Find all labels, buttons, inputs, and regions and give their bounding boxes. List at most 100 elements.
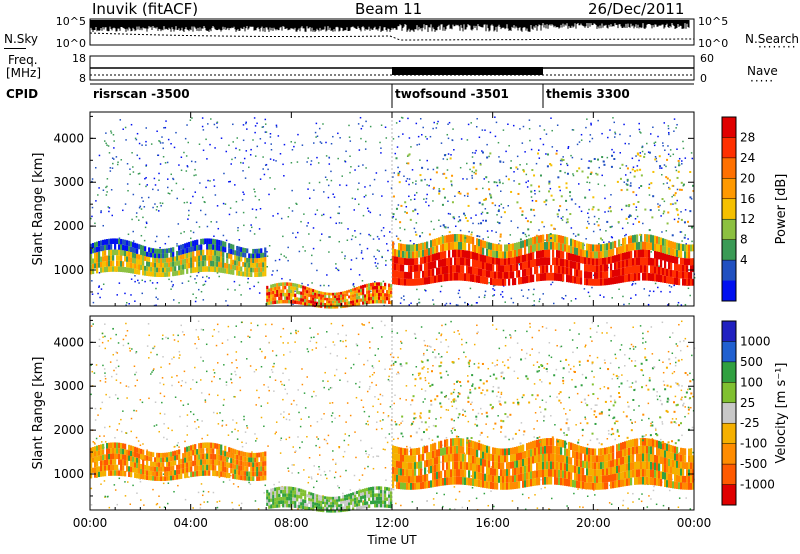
noise-pixel <box>636 215 639 218</box>
noise-pixel <box>615 357 617 360</box>
echo-cell <box>646 265 649 273</box>
noise-pixel <box>374 262 377 264</box>
echo-cell <box>440 244 443 252</box>
echo-cell <box>476 253 479 261</box>
noise-pixel <box>572 233 575 235</box>
noise-pixel <box>412 181 414 184</box>
echo-cell <box>266 292 269 296</box>
noise-pixel <box>378 238 380 240</box>
cpid-label: CPID <box>6 87 39 101</box>
echo-cell <box>140 244 143 250</box>
echo-cell <box>128 256 131 263</box>
echo-cell <box>444 250 447 259</box>
noise-pixel <box>461 343 463 346</box>
noise-pixel <box>250 148 252 151</box>
echo-cell <box>246 272 249 277</box>
noise-pixel <box>384 368 386 371</box>
noise-pixel <box>660 290 662 293</box>
echo-cell <box>528 260 531 268</box>
noise-pixel <box>459 166 462 169</box>
noise-pixel <box>235 211 238 214</box>
noise-pixel <box>228 144 230 147</box>
noise-pixel <box>316 436 318 438</box>
noise-pixel <box>476 324 478 327</box>
upper-echo-pixel <box>663 210 666 213</box>
noise-pixel <box>260 365 263 368</box>
noise-pixel <box>198 143 201 145</box>
upper-echo-pixel <box>483 198 486 201</box>
noise-pixel <box>510 160 512 162</box>
echo-cell <box>500 272 503 279</box>
echo-cell <box>148 252 151 258</box>
echo-cell <box>158 262 161 268</box>
echo-cell <box>112 249 115 256</box>
echo-cell <box>566 237 569 245</box>
noise-pixel <box>200 356 202 359</box>
noise-pixel <box>365 452 368 455</box>
echo-cell <box>408 244 411 252</box>
noise-pixel <box>168 363 171 365</box>
noise-pixel <box>638 498 640 500</box>
noise-pixel <box>625 183 628 185</box>
echo-cell <box>214 244 217 251</box>
noise-pixel <box>382 227 385 229</box>
noise-pixel <box>141 279 144 282</box>
echo-cell <box>442 266 445 275</box>
echo-cell <box>618 268 621 276</box>
echo-cell <box>514 256 517 264</box>
echo-cell <box>328 305 331 309</box>
echo-cell <box>454 234 457 242</box>
echo-cell <box>570 253 573 261</box>
upper-echo-pixel <box>428 233 431 236</box>
echo-cell <box>388 290 391 294</box>
echo-cell <box>172 266 175 272</box>
echo-cell <box>420 278 423 286</box>
echo-cell <box>654 273 657 282</box>
noise-pixel <box>683 402 685 405</box>
echo-cell <box>554 234 557 243</box>
noise-pixel <box>580 139 583 141</box>
noise-pixel <box>387 415 390 418</box>
noise-pixel <box>158 140 160 142</box>
noise-pixel <box>190 160 193 163</box>
echo-cell <box>380 282 383 286</box>
noise-pixel <box>283 175 285 177</box>
echo-cell <box>106 266 109 273</box>
echo-cell <box>142 260 145 266</box>
noise-pixel <box>392 138 395 140</box>
noise-pixel <box>677 506 680 509</box>
echo-cell <box>566 259 569 268</box>
echo-cell <box>540 242 543 251</box>
noise-pixel <box>399 227 401 229</box>
noise-pixel <box>206 275 208 278</box>
noise-pixel <box>118 282 121 284</box>
echo-cell <box>554 242 557 250</box>
noise-pixel <box>400 116 403 119</box>
noise-pixel <box>676 123 678 126</box>
echo-cell <box>138 254 141 260</box>
noise-pixel <box>253 188 255 191</box>
echo-cell <box>410 265 413 273</box>
echo-cell <box>620 275 623 283</box>
echo-cell <box>584 264 587 272</box>
echo-cell <box>682 244 685 252</box>
echo-cell <box>356 302 359 306</box>
echo-cell <box>632 235 635 243</box>
upper-echo-pixel <box>442 187 445 190</box>
echo-cell <box>622 245 625 253</box>
noise-pixel <box>646 506 649 508</box>
noise-pixel <box>477 222 480 225</box>
noise-pixel <box>103 435 105 437</box>
echo-cell <box>452 265 455 273</box>
echo-cell <box>346 298 349 302</box>
upper-echo-pixel <box>650 182 653 185</box>
echo-cell <box>358 286 361 290</box>
echo-cell <box>120 238 123 245</box>
echo-cell <box>312 303 315 307</box>
echo-cell <box>664 260 667 269</box>
noise-pixel <box>649 290 651 292</box>
noise-pixel <box>447 226 449 229</box>
echo-cell <box>414 244 417 252</box>
echo-cell <box>180 244 183 250</box>
echo-cell <box>406 251 409 259</box>
